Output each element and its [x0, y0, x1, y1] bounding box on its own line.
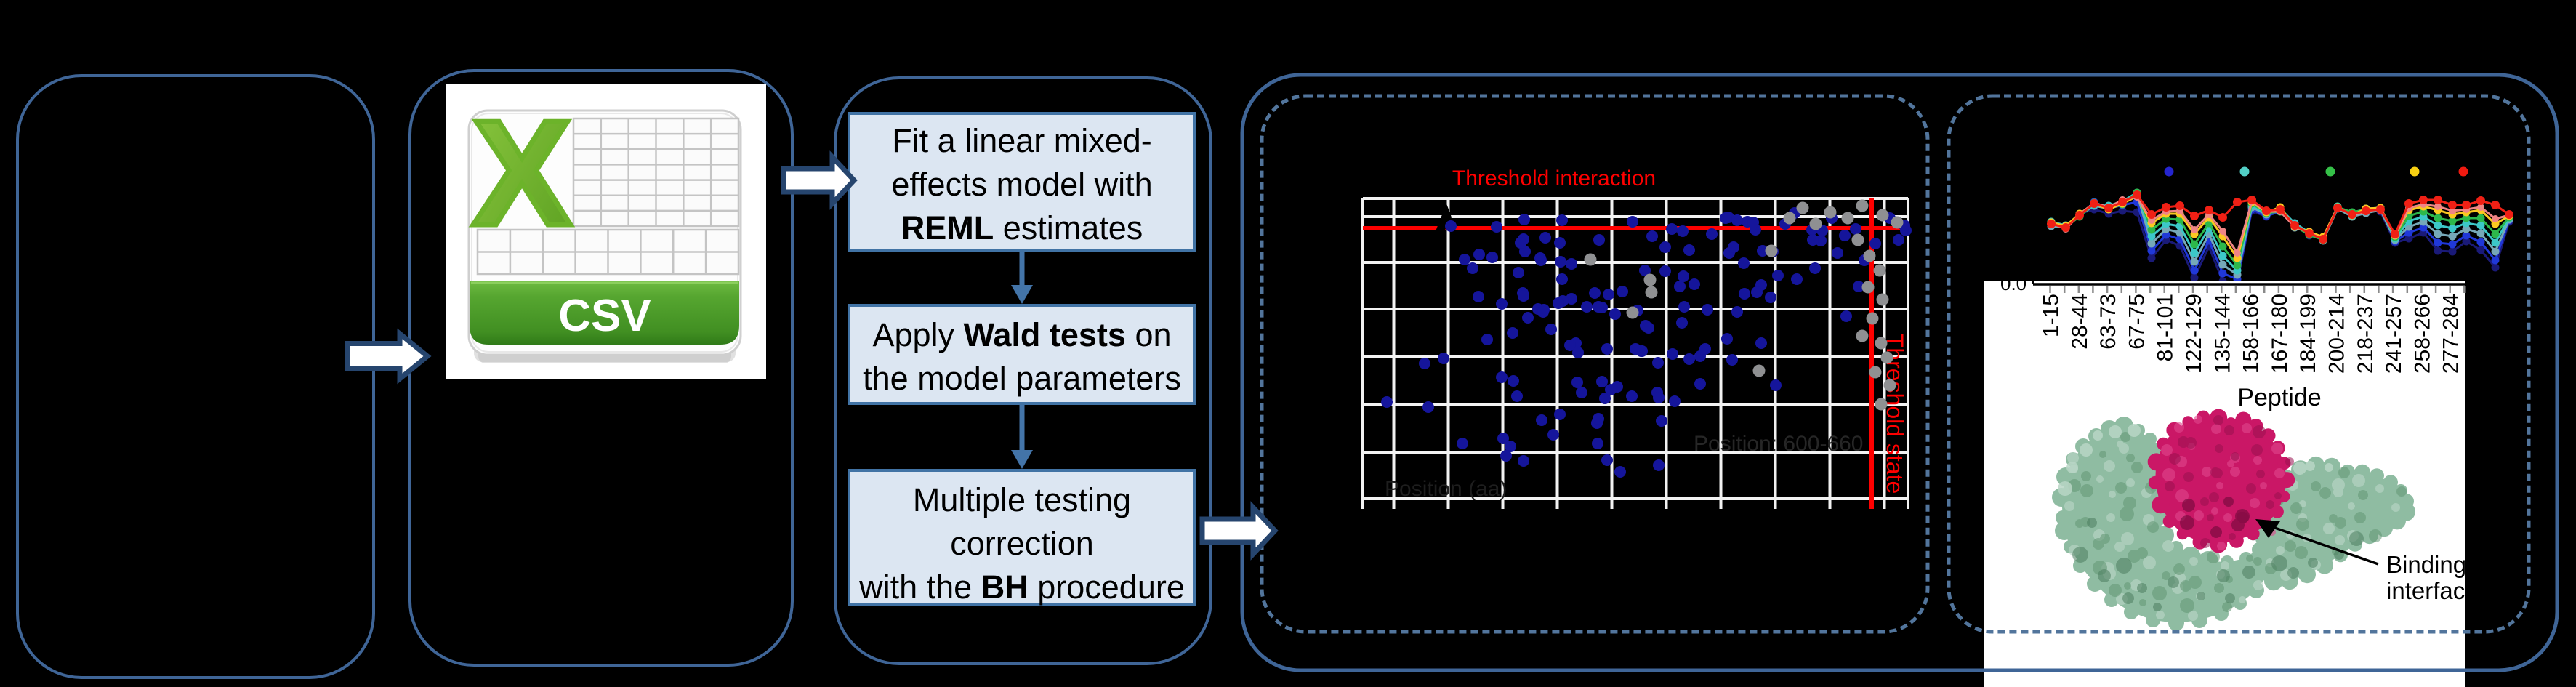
svg-text:Apply Wald tests on: Apply Wald tests on — [872, 316, 1171, 353]
svg-text:Binding: Binding — [2386, 551, 2466, 578]
svg-text:X: X — [472, 89, 571, 257]
svg-text:Threshold interaction: Threshold interaction — [1452, 166, 1656, 190]
svg-text:the model parameters: the model parameters — [863, 360, 1181, 397]
svg-text:200-214: 200-214 — [2325, 294, 2349, 374]
svg-text:Peptide: Peptide — [2237, 384, 2321, 411]
svg-text:158-166: 158-166 — [2239, 294, 2263, 374]
svg-text:167-180: 167-180 — [2268, 294, 2292, 374]
svg-text:258-266: 258-266 — [2410, 294, 2434, 374]
svg-text:Position: 600-660: Position: 600-660 — [1694, 432, 1864, 456]
svg-text:81-101: 81-101 — [2154, 294, 2178, 361]
svg-text:0.0: 0.0 — [2000, 273, 2026, 294]
svg-text:122-129: 122-129 — [2182, 294, 2206, 374]
svg-text:REML estimates: REML estimates — [901, 209, 1143, 246]
svg-text:28-44: 28-44 — [2068, 294, 2092, 350]
svg-text:135-144: 135-144 — [2210, 294, 2234, 374]
svg-text:67-75: 67-75 — [2125, 294, 2149, 350]
svg-text:184-199: 184-199 — [2296, 294, 2320, 374]
svg-text:interface: interface — [2386, 577, 2479, 604]
svg-text:Position (aa): Position (aa) — [1385, 477, 1507, 501]
svg-text:Multiple testing: Multiple testing — [913, 481, 1131, 518]
svg-text:63-73: 63-73 — [2096, 294, 2120, 350]
svg-text:CSV: CSV — [558, 291, 651, 341]
svg-text:effects model with: effects model with — [891, 166, 1152, 203]
svg-text:Fit a linear mixed-: Fit a linear mixed- — [892, 122, 1152, 159]
svg-text:correction: correction — [950, 525, 1094, 562]
svg-text:241-257: 241-257 — [2382, 294, 2406, 374]
svg-text:1-15: 1-15 — [2040, 294, 2064, 337]
svg-text:with the BH procedure: with the BH procedure — [858, 569, 1185, 606]
svg-text:218-237: 218-237 — [2354, 294, 2378, 374]
svg-text:277-284: 277-284 — [2439, 294, 2463, 374]
